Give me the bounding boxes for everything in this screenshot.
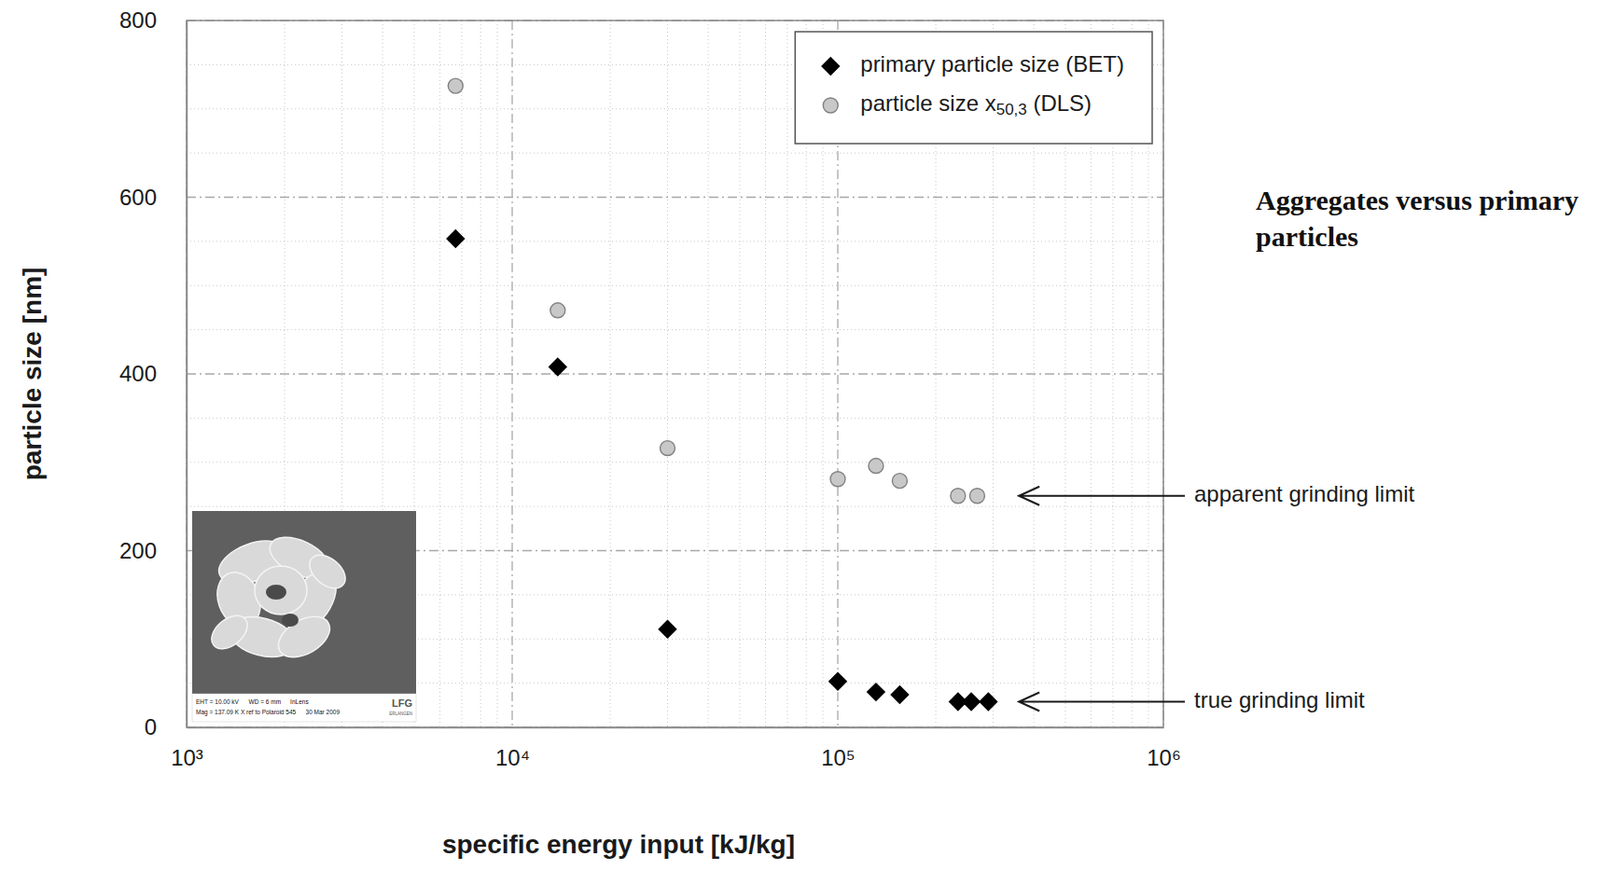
data-point — [890, 686, 908, 704]
data-point — [830, 472, 846, 487]
minor-grid-line — [186, 461, 1164, 463]
sem-info: WD = 6 mm — [249, 698, 282, 706]
annotation: apparent grinding limit — [1018, 481, 1415, 507]
x-tick-label: 10³ — [170, 745, 204, 771]
y-grid-line — [186, 196, 1164, 198]
y-tick-label: 800 — [119, 7, 157, 33]
plot-frame — [186, 20, 1164, 728]
chart-container: 10³ 10⁴ 10⁵ 10⁶ 0 200 400 600 800 specific energy… — [0, 0, 1600, 884]
x-tick: 10⁶ — [1146, 727, 1182, 771]
annotation-arrow — [1018, 693, 1185, 712]
grid — [186, 20, 1164, 728]
minor-grid-line — [186, 506, 1164, 508]
y-tick: 0 — [144, 714, 187, 740]
annotation-label: true grinding limit — [1194, 687, 1365, 713]
sem-logo-sub: ERLANGEN — [389, 711, 413, 717]
plot-background — [186, 20, 1164, 728]
data-point — [447, 78, 463, 94]
sem-particle — [271, 608, 337, 666]
y-tick-label: 600 — [119, 184, 157, 210]
sem-pore — [265, 584, 287, 600]
annotation: true grinding limit — [1018, 687, 1365, 713]
minor-grid-line — [186, 285, 1164, 287]
y-tick-label: 0 — [144, 714, 157, 740]
series-0 — [446, 230, 998, 711]
data-point — [660, 441, 676, 457]
data-point — [549, 358, 567, 376]
minor-grid-line — [738, 20, 740, 728]
data-point — [962, 693, 980, 710]
y-tick: 600 — [119, 184, 187, 210]
legend-label: particle size x50,3 (DLS) — [860, 90, 1092, 119]
y-tick-label: 200 — [119, 538, 157, 564]
x-tick: 10⁵ — [820, 727, 856, 771]
data-point — [868, 459, 884, 474]
data-point — [891, 473, 907, 489]
sem-inset: EHT = 10.00 kV WD = 6 mm InLens Mag = 137.0… — [192, 511, 417, 723]
sem-info: Mag = 137.09 K X ref to Polaroid 545 — [195, 709, 297, 717]
sem-info-strip — [192, 694, 417, 723]
minor-grid-line — [186, 329, 1164, 331]
y-axis-line — [186, 21, 189, 729]
minor-grid-line — [186, 240, 1164, 242]
x-tick-label: 10⁴ — [495, 745, 530, 771]
x-axis-title: specific energy input [kJ/kg] — [442, 830, 795, 860]
data-point — [867, 683, 885, 701]
sem-logo: LFG — [391, 697, 413, 710]
data-point — [658, 621, 676, 639]
annotation-arrow — [1018, 486, 1185, 506]
minor-grid-line — [186, 153, 1164, 154]
title: Aggregates versus primaryparticles — [1255, 184, 1579, 252]
data-point — [829, 673, 847, 691]
annotation-label: apparent grinding limit — [1194, 481, 1415, 507]
minor-grid-line — [186, 417, 1164, 419]
legend-box — [794, 31, 1153, 144]
minor-grid-line — [497, 20, 499, 728]
legend-symbol — [821, 57, 839, 75]
x-tick-label: 10⁵ — [820, 745, 856, 771]
y-axis: 0 200 400 600 800 — [119, 7, 188, 740]
data-point — [446, 230, 464, 248]
sem-info: InLens — [290, 698, 309, 706]
legend-symbol — [822, 97, 838, 113]
y-axis-title: particle size [nm] — [17, 267, 47, 482]
x-tick-label: 10⁶ — [1146, 745, 1182, 771]
minor-grid-line — [708, 20, 710, 728]
data-point — [950, 488, 966, 504]
data-point — [969, 488, 985, 504]
data-point — [979, 693, 997, 710]
y-grid-line — [186, 373, 1164, 375]
x-tick: 10⁴ — [495, 727, 530, 771]
data-points — [446, 78, 998, 711]
y-tick-label: 400 — [119, 361, 157, 387]
x-axis: 10³ 10⁴ 10⁵ 10⁶ — [170, 727, 1182, 771]
x-axis-line — [187, 727, 1165, 730]
sem-info: EHT = 10.00 kV — [195, 698, 240, 706]
sem-particle — [254, 566, 307, 615]
legend-label: primary particle size (BET) — [860, 51, 1125, 77]
sem-particle — [303, 548, 352, 596]
y-tick: 400 — [119, 361, 187, 387]
sem-particle — [205, 609, 254, 656]
y-tick: 200 — [119, 538, 187, 564]
chart-svg: 10³ 10⁴ 10⁵ 10⁶ 0 200 400 600 800 specific energy… — [0, 0, 1600, 884]
data-point — [550, 303, 566, 319]
x-tick: 10³ — [170, 727, 204, 771]
sem-pore — [281, 613, 299, 627]
sem-photo — [192, 511, 417, 695]
y-tick: 800 — [119, 7, 187, 33]
sem-info: 30 Mar 2009 — [306, 709, 341, 716]
legend: primary particle size (BET) particle size… — [794, 31, 1153, 144]
minor-grid-line — [439, 20, 441, 728]
